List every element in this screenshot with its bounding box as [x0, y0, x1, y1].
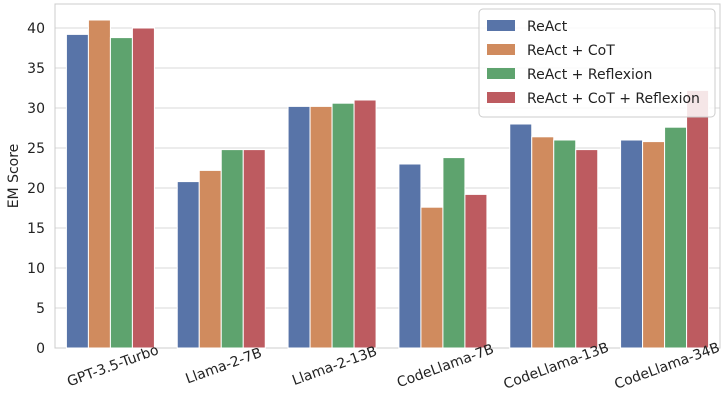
legend-box [478, 8, 716, 118]
bar-layer [65, 19, 710, 349]
bar-gpt-3-5-turbo-series-2 [109, 37, 133, 349]
legend-label-2: ReAct + Reflexion [527, 67, 652, 83]
bar-codellama-7b-series-1 [420, 206, 444, 349]
bar-codellama-13b-series-3 [575, 149, 599, 349]
y-tick-label-20: 20 [27, 181, 45, 197]
legend-label-0: ReAct [527, 19, 568, 35]
bar-llama-2-7b-series-1 [198, 169, 222, 349]
bar-codellama-34b-series-0 [620, 139, 644, 349]
bar-codellama-13b-series-1 [531, 136, 555, 349]
bar-llama-2-13b-series-3 [353, 99, 377, 349]
bar-llama-2-13b-series-1 [309, 105, 333, 349]
legend: ReAct ReAct + CoT ReAct + Reflexion ReAct +… [478, 8, 716, 118]
bar-llama-2-13b-series-0 [287, 105, 311, 349]
y-tick-label-0: 0 [36, 341, 45, 357]
bar-gpt-3-5-turbo-series-1 [87, 19, 111, 349]
bar-codellama-34b-series-3 [686, 89, 710, 349]
legend-swatch-2 [487, 68, 515, 79]
legend-swatch-1 [487, 44, 515, 55]
bar-gpt-3-5-turbo-series-0 [65, 33, 89, 349]
y-tick-label-25: 25 [27, 141, 45, 157]
bar-codellama-34b-series-2 [664, 126, 688, 349]
bar-llama-2-7b-series-3 [242, 149, 266, 349]
y-tick-label-15: 15 [27, 221, 45, 237]
plot-area-frame [54, 3, 721, 349]
y-tick-label-5: 5 [36, 301, 45, 317]
y-tick-label-30: 30 [27, 101, 45, 117]
bar-codellama-13b-series-2 [553, 139, 577, 349]
legend-swatch-0 [487, 20, 515, 31]
bar-llama-2-13b-series-2 [331, 102, 355, 349]
bar-codellama-7b-series-0 [398, 163, 422, 349]
bar-codellama-7b-series-2 [442, 157, 466, 349]
legend-label-3: ReAct + CoT + Reflexion [527, 91, 700, 107]
bar-codellama-34b-series-1 [642, 141, 666, 349]
y-tick-label-35: 35 [27, 61, 45, 77]
y-axis-ticks: 0 5 10 15 20 25 30 35 40 [27, 21, 45, 357]
bar-codellama-7b-series-3 [464, 193, 488, 349]
y-axis-label: EM Score [6, 144, 22, 209]
bar-gpt-3-5-turbo-series-3 [131, 27, 155, 349]
bar-llama-2-7b-series-0 [176, 181, 200, 349]
y-tick-label-40: 40 [27, 21, 45, 37]
bar-codellama-13b-series-0 [509, 123, 533, 349]
y-tick-label-10: 10 [27, 261, 45, 277]
bar-llama-2-7b-series-2 [220, 149, 244, 349]
legend-label-1: ReAct + CoT [527, 43, 615, 59]
legend-swatch-3 [487, 92, 515, 103]
